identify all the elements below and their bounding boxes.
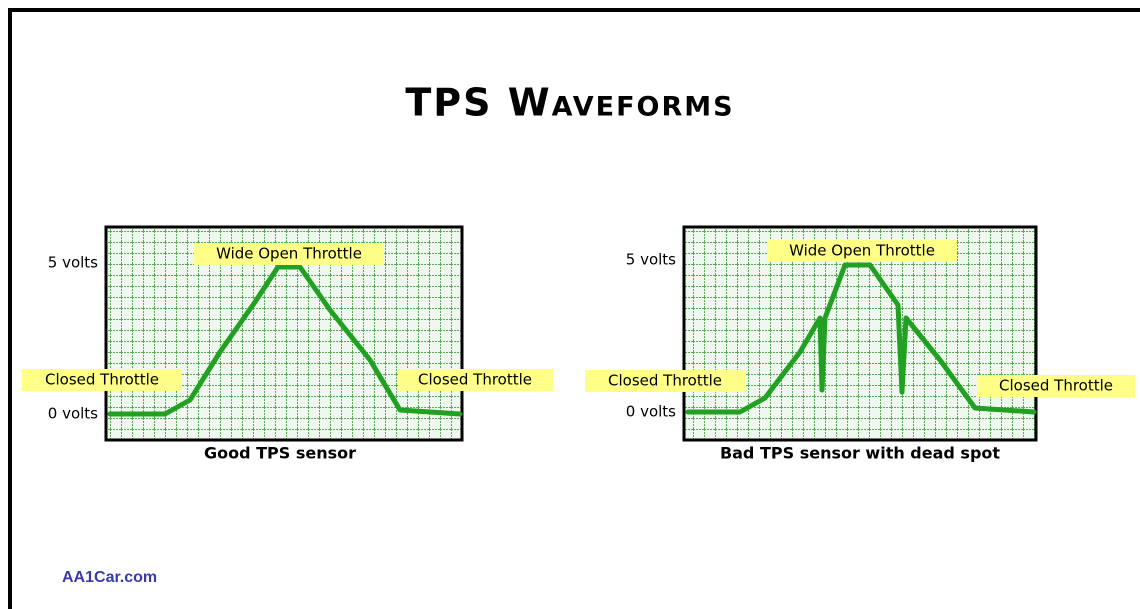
label-bg: [194, 243, 384, 265]
peak-label: Wide Open Throttle: [789, 242, 935, 260]
panel-good: 5 volts 0 volts Wide Open Throttle Close…: [22, 225, 553, 463]
label-bg: [585, 370, 745, 392]
title: TPS Waveforms: [405, 81, 734, 125]
label-bg: [398, 369, 553, 391]
label-bg: [977, 375, 1135, 397]
left-label: Closed Throttle: [45, 371, 159, 389]
footer: AA1Car.com: [62, 569, 157, 586]
panel-bad: 5 volts 0 volts Wide Open Throttle Close…: [585, 225, 1135, 463]
peak-label: Wide Open Throttle: [216, 245, 362, 263]
label-bg: [22, 369, 182, 391]
caption: Good TPS sensor: [204, 444, 356, 463]
top-label: 5 volts: [48, 254, 98, 272]
top-label: 5 volts: [626, 251, 676, 269]
waveform: [685, 262, 1037, 415]
bottom-label: 0 volts: [48, 405, 98, 423]
right-label: Closed Throttle: [418, 371, 532, 389]
right-label: Closed Throttle: [999, 377, 1113, 395]
bottom-label: 0 volts: [626, 403, 676, 421]
left-label: Closed Throttle: [608, 372, 722, 390]
caption: Bad TPS sensor with dead spot: [720, 444, 1000, 463]
label-bg: [767, 240, 957, 262]
waveform: [107, 264, 463, 417]
